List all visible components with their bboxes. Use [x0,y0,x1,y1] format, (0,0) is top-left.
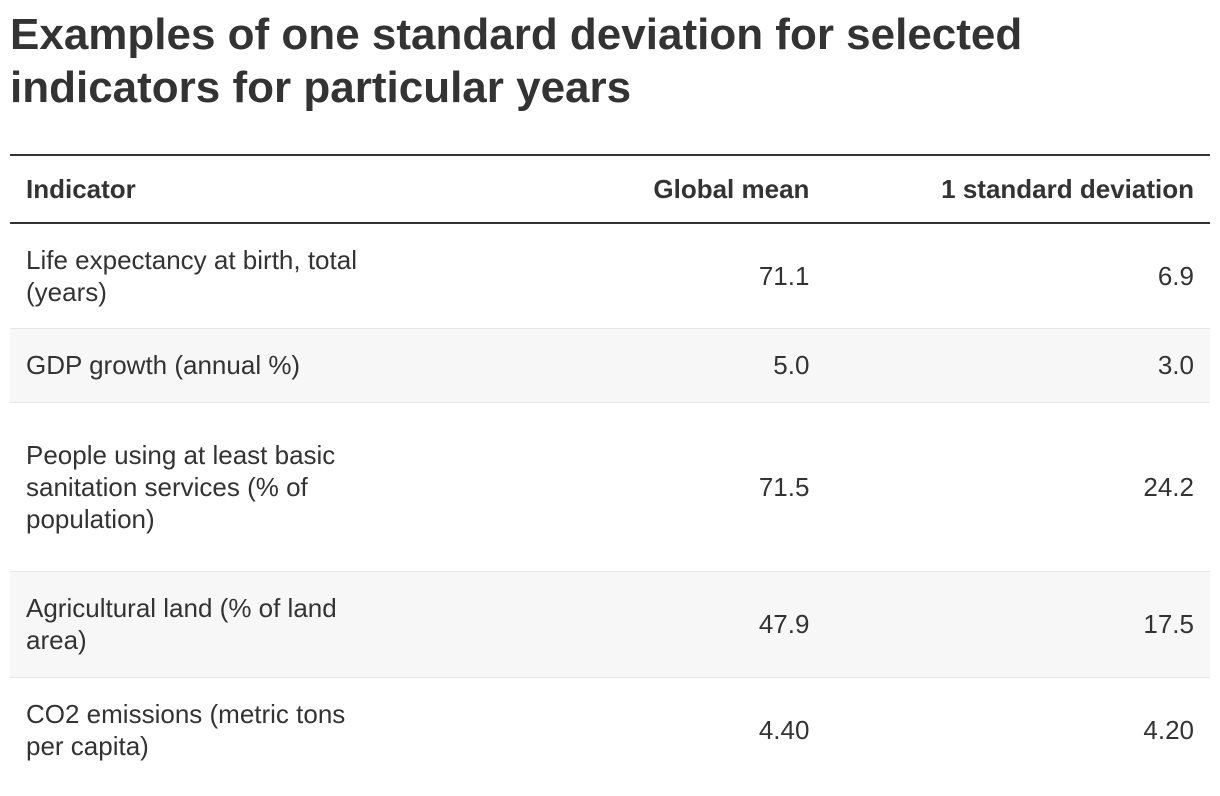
table-row: People using at least basic sanitation s… [10,402,1210,571]
indicator-cell: GDP growth (annual %) [26,350,301,380]
column-header-standard-deviation: 1 standard deviation [941,174,1194,204]
standard-deviation-cell: 4.20 [1143,715,1194,746]
table-row: GDP growth (annual %) 5.0 3.0 [10,328,1210,402]
indicator-cell: Agricultural land (% of land area) [26,593,337,655]
table-header: Indicator Global mean 1 standard deviati… [10,155,1210,223]
table-body: Life expectancy at birth, total (years) … [10,223,1210,783]
standard-deviation-cell: 3.0 [1157,350,1194,380]
column-header-global-mean: Global mean [653,174,810,204]
header-row: Indicator Global mean 1 standard deviati… [10,155,1210,223]
standard-deviation-cell: 17.5 [1143,609,1194,639]
table-row: Agricultural land (% of land area) 47.9 … [10,571,1210,677]
global-mean-cell: 71.1 [758,260,810,291]
global-mean-cell: 5.0 [773,350,810,380]
table-row: Life expectancy at birth, total (years) … [10,223,1210,328]
indicator-cell: People using at least basic sanitation s… [26,439,336,534]
global-mean-cell: 4.40 [758,715,810,746]
standard-deviation-cell: 24.2 [1143,471,1194,502]
global-mean-cell: 71.5 [758,471,810,502]
page: Examples of one standard deviation for s… [10,0,1210,761]
standard-deviation-cell: 6.9 [1157,260,1194,291]
indicator-cell: CO2 emissions (metric tons per capita) [26,699,346,762]
column-header-indicator: Indicator [26,174,136,204]
page-title: Examples of one standard deviation for s… [10,10,1023,112]
table-row: CO2 emissions (metric tons per capita) 4… [10,677,1210,783]
indicator-cell: Life expectancy at birth, total (years) [26,244,357,307]
data-table: Indicator Global mean 1 standard deviati… [10,154,1210,783]
global-mean-cell: 47.9 [758,609,810,639]
